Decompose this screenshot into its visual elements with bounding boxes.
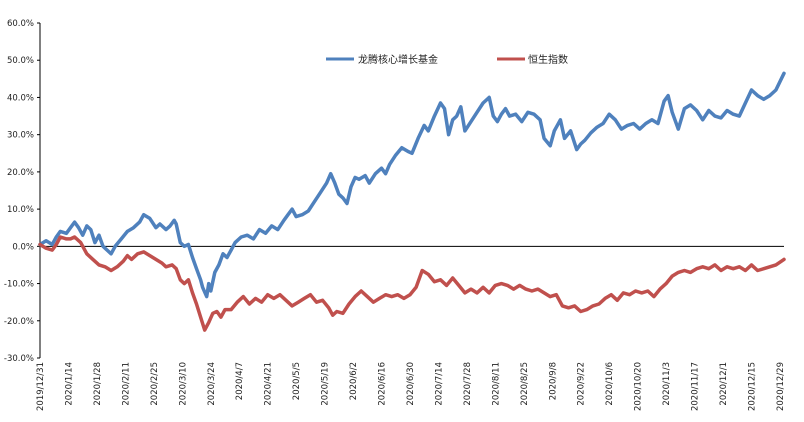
y-tick-label: 60.0%	[7, 19, 34, 29]
y-tick-label: -30.0%	[4, 354, 34, 364]
x-tick-label: 2020/9/8	[548, 362, 558, 400]
x-tick-label: 2020/3/24	[207, 362, 217, 406]
legend-label-fund: 龙腾核心增长基金	[358, 53, 438, 66]
series-line-index	[38, 235, 786, 332]
x-tick-label: 2020/2/11	[121, 362, 131, 406]
x-tick-label: 2020/9/22	[577, 362, 587, 406]
y-tick-label: 0.0%	[12, 242, 34, 252]
y-tick-label: -20.0%	[4, 317, 34, 327]
y-tick-label: 20.0%	[7, 168, 34, 178]
series-line-fund	[38, 71, 786, 299]
x-tick-label: 2020/11/3	[662, 362, 672, 406]
x-tick-label: 2020/6/30	[406, 362, 416, 406]
y-tick-label: 50.0%	[7, 56, 34, 66]
legend-label-index: 恒生指数	[528, 53, 568, 66]
legend-item-index: 恒生指数	[497, 53, 568, 66]
x-tick-label: 2020/11/17	[691, 362, 701, 411]
x-tick-label: 2020/4/21	[264, 362, 274, 406]
x-tick-label: 2020/3/10	[178, 362, 188, 406]
x-tick-label: 2020/2/25	[150, 362, 160, 406]
x-tick-label: 2020/12/15	[747, 362, 757, 411]
x-axis-tick-labels: 2019/12/31 2020/1/14 2020/1/28 2020/2/11 202…	[36, 362, 786, 411]
legend-item-fund: 龙腾核心增长基金	[326, 53, 438, 66]
y-tick-label: 40.0%	[7, 93, 34, 103]
x-tick-label: 2020/7/28	[463, 362, 473, 406]
x-tick-label: 2020/7/14	[434, 362, 444, 406]
x-tick-label: 2020/1/28	[93, 362, 103, 406]
x-tick-label: 2020/12/1	[719, 362, 729, 406]
x-tick-label: 2020/4/7	[235, 362, 245, 400]
x-tick-label: 2019/12/31	[36, 362, 46, 411]
series-layer	[38, 71, 786, 332]
x-tick-label: 2020/5/5	[292, 362, 302, 400]
x-tick-label: 2020/12/29	[776, 362, 786, 411]
x-tick-label: 2020/5/19	[321, 362, 331, 406]
x-tick-label: 2020/10/20	[634, 362, 644, 411]
x-tick-label: 2020/8/25	[520, 362, 530, 406]
x-tick-label: 2020/1/14	[64, 362, 74, 406]
x-tick-label: 2020/6/16	[378, 362, 388, 406]
y-tick-label: 10.0%	[7, 205, 34, 215]
x-tick-label: 2020/10/6	[605, 362, 615, 406]
y-axis-tick-labels: -30.0% -20.0% -10.0% 0.0% 10.0% 20.0% 30.0% 40.…	[4, 19, 40, 364]
legend: 龙腾核心增长基金 恒生指数	[326, 53, 568, 66]
x-tick-label: 2020/6/2	[349, 362, 359, 400]
y-tick-label: -10.0%	[4, 280, 34, 290]
y-tick-label: 30.0%	[7, 131, 34, 141]
x-tick-label: 2020/8/11	[491, 362, 501, 406]
